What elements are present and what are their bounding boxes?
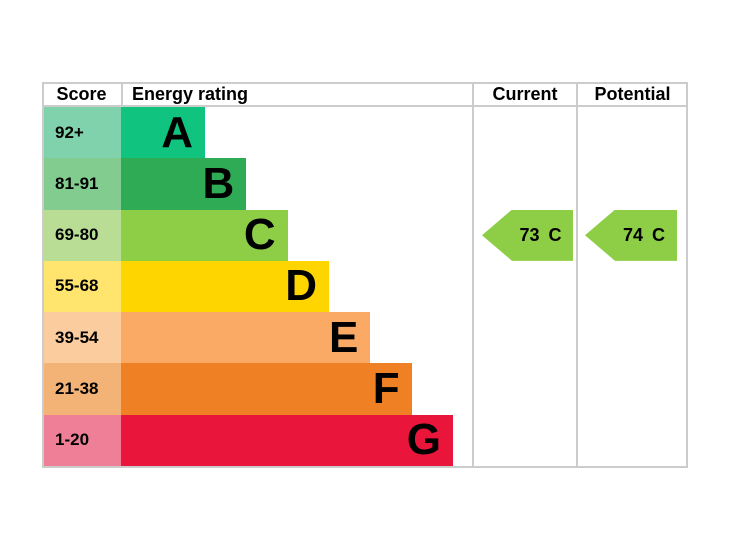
band-letter-g: G [406,415,441,465]
table-left-border [42,82,44,468]
header-potential: Potential [594,84,671,104]
energy-bands-area: 92+ A 81-91 B 69-80 C 55-68 D 39-54 E 21-38 F 1-20 G [42,107,688,466]
potential-rating-band: C [652,224,666,245]
epc-table: Score Energy rating Current Potential 92… [42,82,688,468]
header-energy-rating: Energy rating [132,84,249,104]
band-row-e: 39-54 E [42,312,688,364]
score-range-d: 55-68 [42,260,121,313]
table-top-border [42,82,688,84]
band-letter-f: F [372,364,400,414]
band-letter-e: E [328,312,359,362]
header-bottom-border [42,105,688,107]
band-bar-e: E [121,312,371,364]
band-row-d: 55-68 D [42,260,688,313]
potential-column-divider [576,82,578,468]
score-range-b: 81-91 [42,158,121,210]
score-range-f: 21-38 [42,363,121,415]
band-bar-b: B [121,158,247,210]
band-row-f: 21-38 F [42,363,688,415]
score-column-divider [121,82,123,107]
potential-rating-score: 74 [622,224,644,245]
header-current: Current [492,84,558,104]
table-right-border [686,82,688,468]
band-bar-a: A [121,107,205,159]
score-range-c: 69-80 [42,209,121,261]
band-row-g: 1-20 G [42,414,688,466]
band-letter-b: B [202,158,235,208]
table-header-row: Score Energy rating Current Potential [42,82,688,107]
band-bar-g: G [121,414,453,466]
current-rating-band: C [548,224,562,245]
band-bar-c: C [121,209,288,261]
score-range-g: 1-20 [42,414,121,466]
score-range-a: 92+ [42,107,121,159]
header-score: Score [56,84,107,104]
table-bottom-border [42,466,688,468]
band-bar-d: D [121,260,329,313]
band-row-b: 81-91 B [42,158,688,210]
score-range-e: 39-54 [42,312,121,364]
current-column-divider [472,82,474,468]
band-row-a: 92+ A [42,107,688,159]
band-letter-a: A [161,107,193,157]
band-row-c: 69-80 C [42,209,688,261]
band-letter-c: C [243,210,276,260]
band-letter-d: D [285,261,317,311]
current-rating-score: 73 [519,224,540,245]
band-bar-f: F [121,363,412,415]
